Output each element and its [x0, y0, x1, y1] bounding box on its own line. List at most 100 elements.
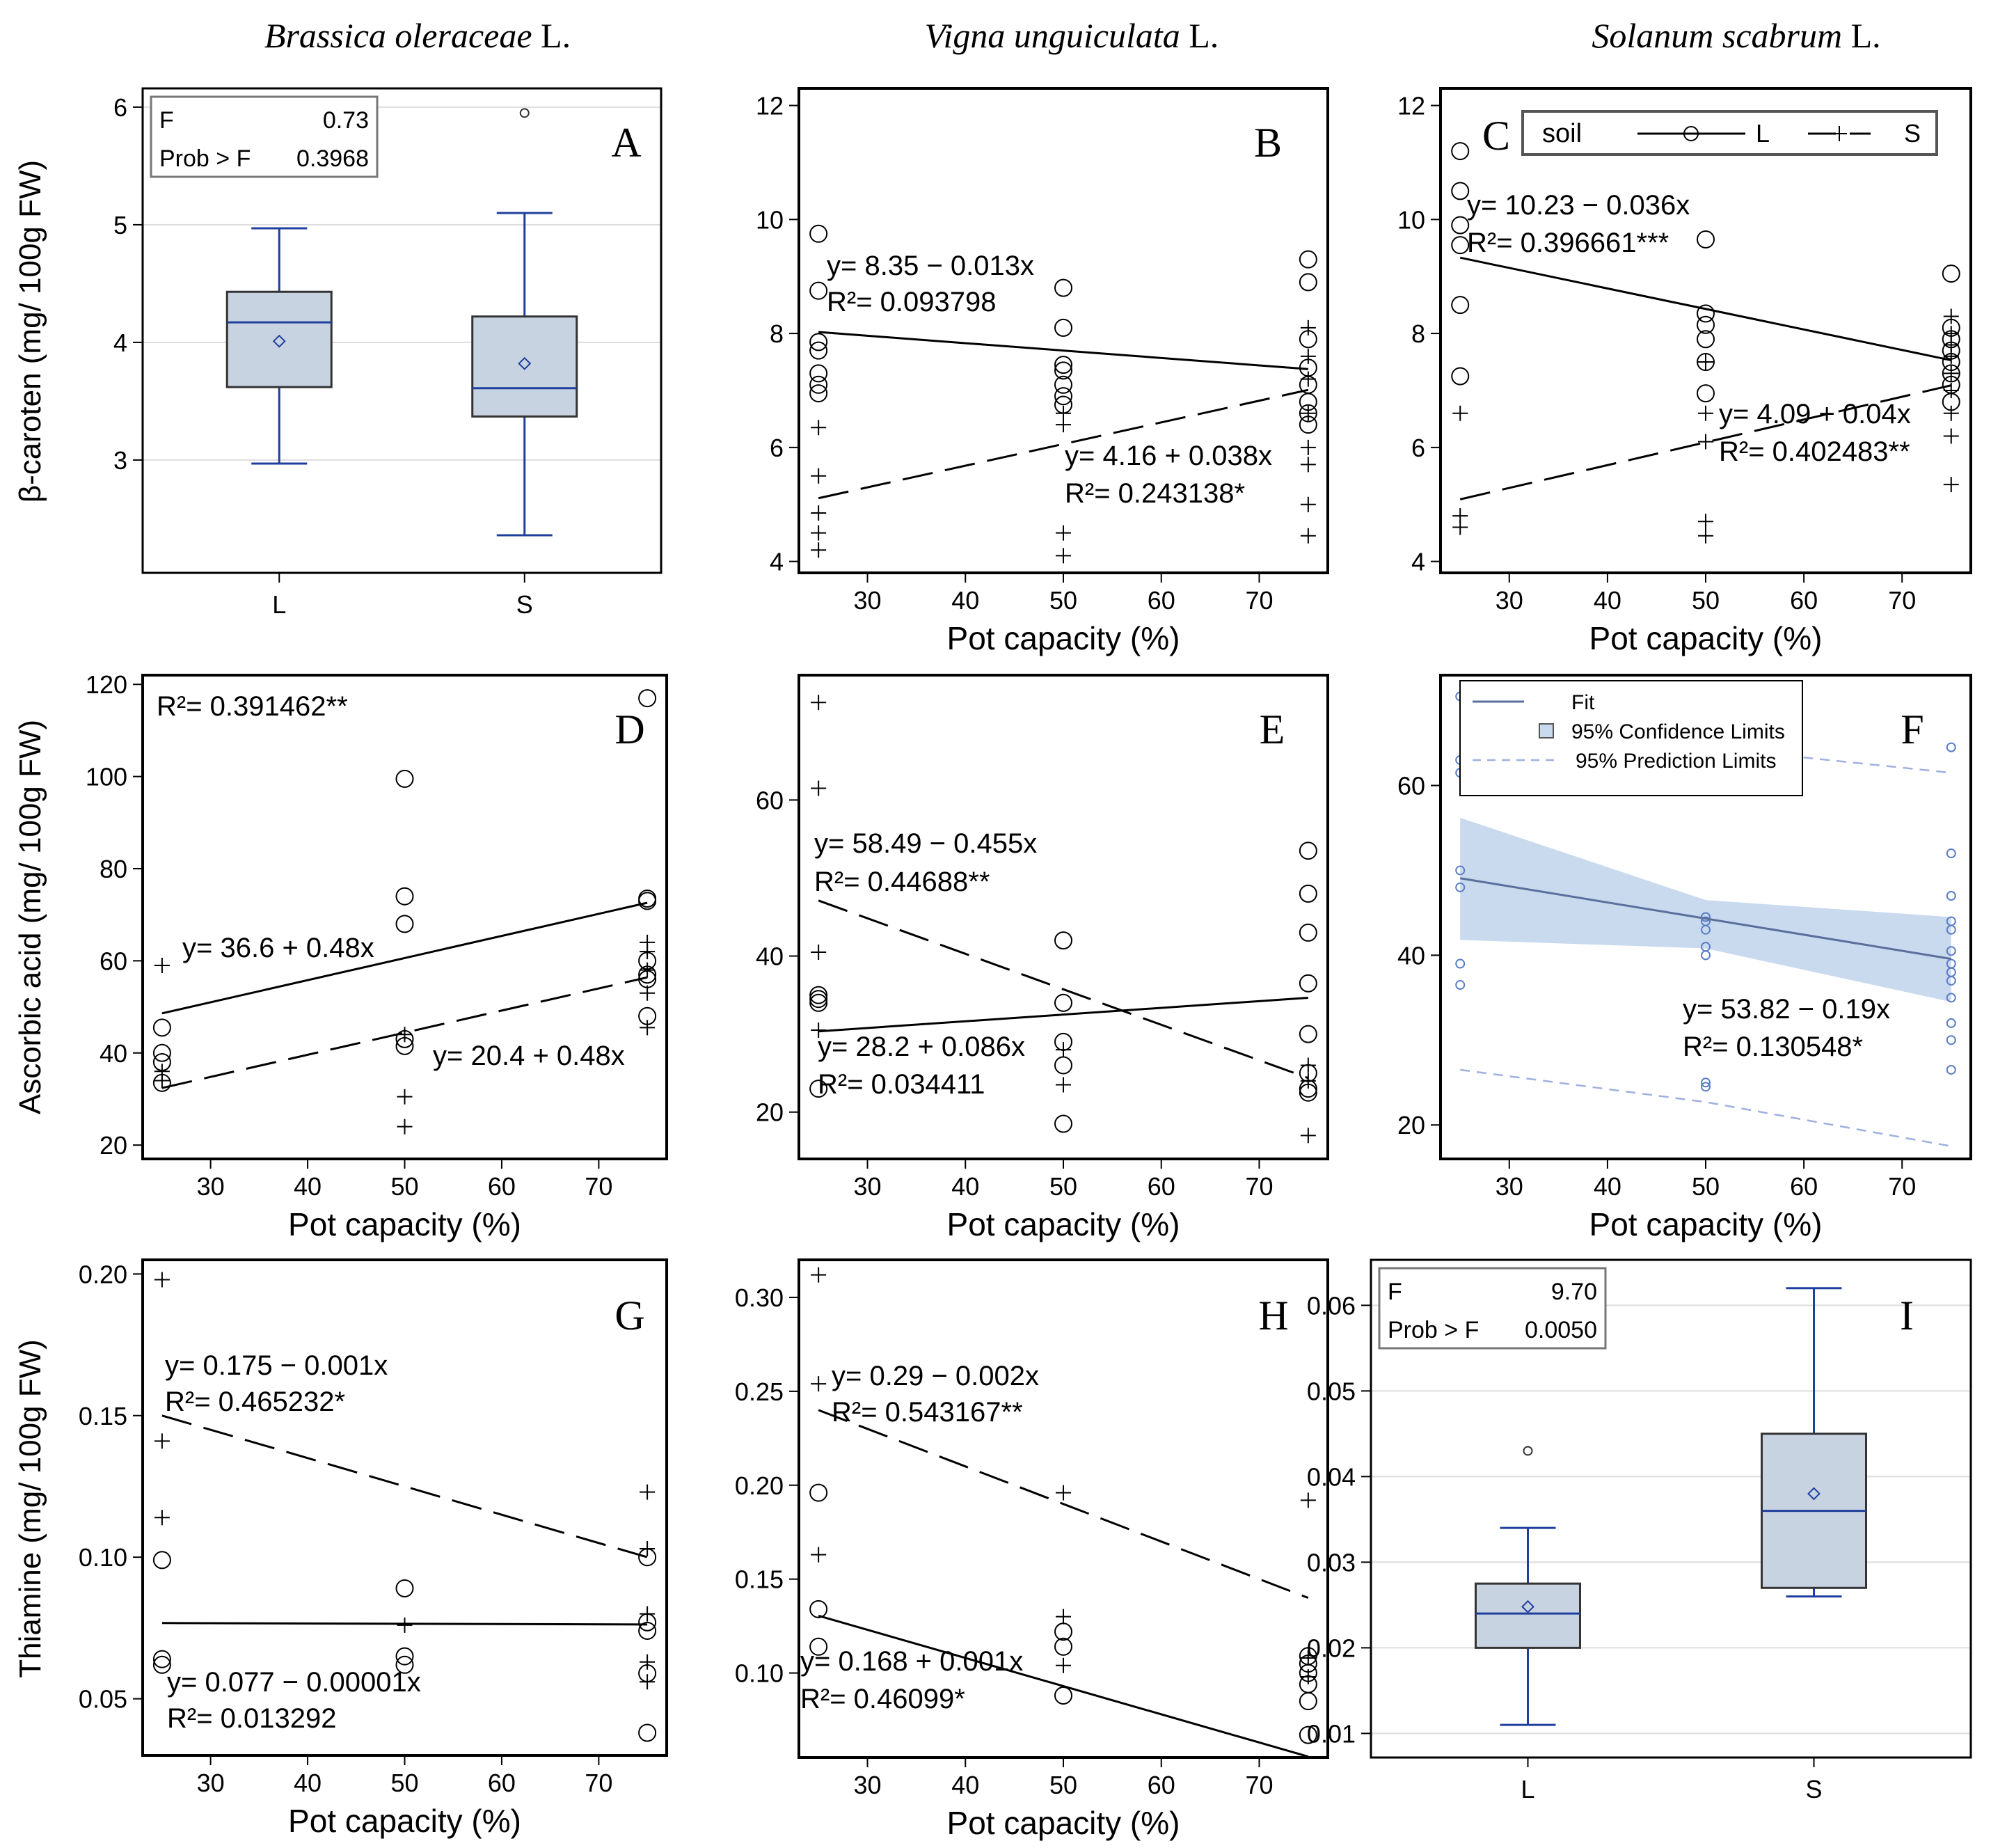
- fit-line: [818, 997, 1308, 1033]
- data-point-plus: [811, 468, 827, 484]
- stats-label: F: [1388, 1279, 1402, 1305]
- x-tick-label: 60: [1148, 1771, 1175, 1799]
- regression-equation: y= 28.2 + 0.086x: [818, 1032, 1025, 1062]
- data-point-plus: [1943, 477, 1959, 493]
- data-point-plus: [811, 505, 827, 521]
- data-point-circle: [1451, 367, 1470, 386]
- x-axis-label: Pot capacity (%): [1589, 1206, 1823, 1242]
- data-point-plus: [1698, 528, 1713, 544]
- box-mean-marker: [518, 356, 532, 370]
- y-tick-label: 100: [86, 763, 127, 791]
- series-L: [809, 842, 1317, 1133]
- plot-frame: [798, 1258, 1329, 1759]
- data-point-circle: [1299, 1725, 1317, 1744]
- regression-equation: y= 0.29 − 0.002x: [832, 1361, 1039, 1391]
- plot-frame: [798, 87, 1329, 574]
- plot-frame: [141, 1258, 668, 1757]
- data-point-circle: [1946, 993, 1956, 1003]
- data-point-circle: [1942, 364, 1960, 383]
- series-S: [154, 934, 656, 1135]
- data-point-circle: [1299, 250, 1317, 269]
- data-point-plus: [1300, 405, 1316, 421]
- panel-label: F: [1901, 706, 1923, 752]
- data-point-plus: [811, 1267, 827, 1283]
- x-tick-label: 50: [390, 1769, 418, 1797]
- y-tick-label: 60: [1397, 772, 1425, 800]
- data-point-circle: [809, 224, 828, 243]
- panel-A: 3 4 5 6 L S F 0.73 Prob > F 0.3968 A: [113, 87, 663, 619]
- y-tick-label: 0.20: [79, 1260, 127, 1288]
- panel-C: 30 40 50 60 70 4 6 8 10 12 Pot capacity (%) y= 10.2…: [1397, 87, 1972, 656]
- species-header: Brassica oleraceae L.: [264, 16, 571, 55]
- data-point-circle: [1299, 1083, 1317, 1102]
- data-point-plus: [811, 420, 827, 436]
- series-L: [1451, 142, 1960, 411]
- y-tick-label: 40: [100, 1039, 127, 1068]
- data-point-circle: [1946, 1064, 1956, 1075]
- data-point-circle: [1054, 1114, 1072, 1133]
- legend-entry: 95% Prediction Limits: [1576, 750, 1776, 773]
- regression-equation: y= 4.16 + 0.038x: [1065, 441, 1272, 471]
- r-squared: R²= 0.034411: [818, 1069, 985, 1100]
- data-point-circle: [1946, 975, 1956, 986]
- data-point-circle: [152, 1655, 171, 1674]
- data-point-circle: [1683, 126, 1699, 141]
- data-point-circle: [809, 993, 828, 1012]
- x-tick-label: 30: [197, 1769, 225, 1797]
- data-point-circle: [1451, 216, 1470, 235]
- data-point-circle: [1701, 1077, 1711, 1088]
- data-point-circle: [1946, 1035, 1956, 1045]
- x-tick-label: 30: [853, 586, 881, 615]
- data-point-plus: [811, 1376, 827, 1392]
- y-tick-label: 10: [756, 205, 784, 234]
- y-tick-label: 0.06: [1307, 1291, 1356, 1320]
- y-tick-label: 40: [756, 942, 784, 971]
- data-point-circle: [1299, 974, 1317, 993]
- data-point-circle: [809, 986, 828, 1004]
- data-point-circle: [1299, 404, 1317, 422]
- r-squared: R²= 0.013292: [167, 1703, 337, 1734]
- data-point-circle: [638, 1723, 657, 1742]
- data-point-plus: [1056, 417, 1071, 433]
- data-point-circle: [1697, 330, 1715, 349]
- x-axis-label: Pot capacity (%): [947, 1206, 1180, 1242]
- data-point-plus: [1056, 1077, 1071, 1093]
- data-point-circle: [1451, 142, 1470, 161]
- data-point-circle: [1697, 230, 1715, 248]
- regression-equation: y= 58.49 − 0.455x: [814, 828, 1037, 859]
- data-point-circle: [809, 990, 828, 1009]
- data-point-plus: [1698, 434, 1713, 450]
- data-point-circle: [1299, 1664, 1317, 1682]
- data-point-plus: [640, 1020, 656, 1036]
- y-tick-label: 0.30: [735, 1284, 784, 1312]
- plot-frame: [1370, 1258, 1972, 1759]
- y-tick-label: 8: [1411, 319, 1425, 348]
- data-point-circle: [395, 1579, 414, 1597]
- x-tick-label: 50: [1049, 1771, 1077, 1799]
- species-name: Solanum scabrum: [1592, 16, 1842, 55]
- data-point-circle: [1054, 375, 1072, 394]
- x-tick-label: 70: [585, 1769, 612, 1797]
- series-S: [811, 695, 1316, 1144]
- data-point-circle: [809, 364, 828, 383]
- x-tick-label: 70: [1888, 1172, 1916, 1201]
- data-point-circle: [1054, 387, 1072, 406]
- data-point-plus: [640, 1654, 656, 1670]
- y-tick-label: 40: [1397, 941, 1425, 970]
- data-point-circle: [1455, 882, 1466, 892]
- data-point-plus: [154, 1510, 170, 1526]
- data-point-circle: [152, 1551, 171, 1570]
- data-point-plus: [811, 542, 827, 558]
- x-tick-label: 60: [488, 1172, 516, 1201]
- r-squared: R²= 0.44688**: [814, 867, 990, 897]
- x-tick-label: 30: [853, 1172, 881, 1201]
- data-point-plus: [1943, 428, 1959, 444]
- stats-label: Prob > F: [1388, 1317, 1479, 1343]
- stats-value: 9.70: [1551, 1279, 1597, 1305]
- y-tick-label: 0.05: [79, 1685, 127, 1714]
- stats-label: Prob > F: [159, 145, 251, 172]
- panel-label: E: [1260, 706, 1285, 752]
- data-point-circle: [1455, 865, 1466, 876]
- r-squared: R²= 0.543167**: [832, 1397, 1023, 1428]
